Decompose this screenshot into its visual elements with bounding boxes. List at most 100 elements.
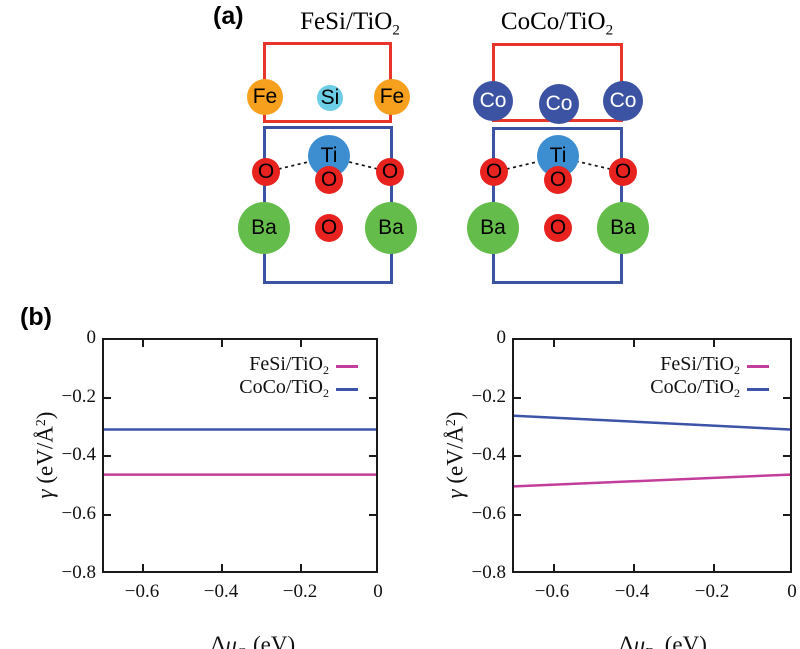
y-tick xyxy=(104,455,111,457)
fesi-legend-line xyxy=(336,364,358,368)
mu-symbol: μ xyxy=(633,632,646,649)
atom-label: Ba xyxy=(610,216,636,239)
plot-right-series-svg xyxy=(514,414,790,488)
structure-title-fesi-sub: 2 xyxy=(392,22,400,39)
atom-label: O xyxy=(549,168,567,191)
x-tick xyxy=(633,564,635,571)
atom-label: Ti xyxy=(320,144,338,167)
plot-left-x-axis-label: ΔμCo(eV) xyxy=(142,606,342,649)
y-tick xyxy=(783,514,790,516)
coco-line xyxy=(514,414,790,431)
y-tick xyxy=(514,514,521,516)
legend-label-sub: 2 xyxy=(323,386,329,401)
plot-right-frame xyxy=(512,338,792,573)
x-tick-label: −0.2 xyxy=(694,581,730,602)
atom-ba-right: Ba xyxy=(365,202,417,254)
atom-o-mid: O xyxy=(315,166,343,194)
x-tick xyxy=(713,564,715,571)
plot-left-series-svg xyxy=(104,428,376,476)
x-tick-label: −0.2 xyxy=(282,581,318,602)
plot-right-x-axis-label: ΔμFe (eV) xyxy=(552,606,752,649)
y-tick-label: −0.6 xyxy=(471,503,506,524)
atom-co-right: Co xyxy=(603,81,643,121)
y-tick xyxy=(514,455,521,457)
y-tick-label: −0.2 xyxy=(61,386,96,407)
atom-ti: Ti xyxy=(308,135,350,177)
atom-label: Fe xyxy=(379,85,405,108)
ylabel-sup: 2 xyxy=(33,419,48,427)
panel-a-label: (a) xyxy=(213,2,244,30)
bond-right-o-ti-2 xyxy=(557,156,624,173)
fesi-line xyxy=(514,473,790,488)
atom-ba-left: Ba xyxy=(238,202,290,254)
atom-label: Ba xyxy=(251,216,277,239)
structure-title-coco-main: CoCo/TiO xyxy=(500,8,606,35)
legend-entry-fesi: FeSi/TiO2 xyxy=(249,353,358,378)
atom-o-right-2: O xyxy=(609,158,637,186)
atom-label: Ti xyxy=(549,144,567,167)
y-tick xyxy=(369,514,376,516)
delta-symbol: Δ xyxy=(618,632,634,649)
atom-fe-left: Fe xyxy=(247,79,283,115)
atom-o-bottom-2: O xyxy=(544,214,572,242)
x-tick-label: −0.4 xyxy=(203,581,239,602)
x-tick xyxy=(221,340,223,347)
gamma-symbol: γ xyxy=(442,489,468,499)
legend-label-main: FeSi/TiO xyxy=(660,353,734,376)
legend-label: CoCo/TiO2 xyxy=(239,376,329,401)
atom-label: O xyxy=(381,160,399,183)
x-tick-label: −0.6 xyxy=(124,581,160,602)
bond-lines-svg xyxy=(265,156,624,173)
structure-title-coco: CoCo/TiO2 xyxy=(472,8,642,39)
atom-ba-left-2: Ba xyxy=(467,202,519,254)
atom-label: O xyxy=(320,168,338,191)
y-tick-label: −0.6 xyxy=(61,503,96,524)
y-tick xyxy=(783,397,790,399)
atom-o-right: O xyxy=(376,158,404,186)
y-tick xyxy=(369,455,376,457)
fesi-legend-line xyxy=(747,364,769,368)
ylabel-text: ) xyxy=(32,411,58,420)
atom-label: Ba xyxy=(378,216,404,239)
structure-title-coco-sub: 2 xyxy=(605,22,614,39)
atom-co-left: Co xyxy=(473,81,513,121)
atom-label: Si xyxy=(320,86,340,109)
atom-o-bottom: O xyxy=(315,214,343,242)
atom-o-left-2: O xyxy=(480,158,508,186)
xlabel-sub: Fe xyxy=(645,645,659,649)
legend-label-sub: 2 xyxy=(323,363,329,378)
x-tick xyxy=(300,340,302,347)
x-tick xyxy=(142,340,144,347)
x-tick xyxy=(221,564,223,571)
atom-label: Ba xyxy=(480,216,506,239)
structure-title-fesi-main: FeSi/TiO xyxy=(300,8,393,35)
x-tick-label: 0 xyxy=(787,581,797,602)
y-tick-label: 0 xyxy=(86,327,97,348)
x-tick xyxy=(142,564,144,571)
plot-left-y-axis-label: γ (eV/Å2) xyxy=(26,350,58,560)
y-tick-label: 0 xyxy=(496,327,507,348)
ylabel-text: ) xyxy=(442,411,468,420)
legend-entry-coco: CoCo/TiO2 xyxy=(239,376,358,401)
atom-label: O xyxy=(485,160,503,183)
delta-symbol: Δ xyxy=(210,632,226,649)
legend-label-sub: 2 xyxy=(734,386,740,401)
atom-si: Si xyxy=(317,85,343,111)
y-tick xyxy=(104,514,111,516)
atom-label: Fe xyxy=(252,85,278,108)
coco-legend-line xyxy=(747,387,769,391)
y-tick-label: −0.4 xyxy=(471,444,506,465)
legend-label: CoCo/TiO2 xyxy=(650,376,740,401)
atom-label: Co xyxy=(609,89,637,112)
x-tick xyxy=(713,340,715,347)
atom-co-mid: Co xyxy=(539,84,579,124)
xlabel-sub: Co xyxy=(237,645,253,649)
y-tick-label: −0.8 xyxy=(61,562,96,583)
legend-entry-coco: CoCo/TiO2 xyxy=(650,376,769,401)
y-tick xyxy=(369,397,376,399)
legend-label-main: FeSi/TiO xyxy=(249,353,323,376)
coco-legend-line xyxy=(336,387,358,391)
atom-label: Co xyxy=(545,92,573,115)
legend-label-main: CoCo/TiO xyxy=(239,376,323,399)
x-tick xyxy=(633,340,635,347)
